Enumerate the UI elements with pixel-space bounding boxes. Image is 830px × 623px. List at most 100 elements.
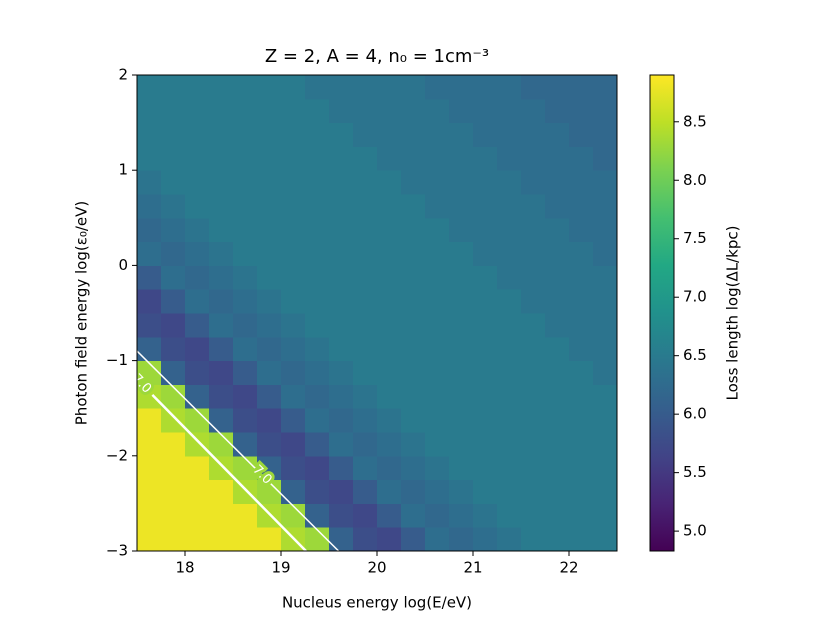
heatmap-cell xyxy=(161,217,186,243)
heatmap-cell xyxy=(353,265,378,290)
heatmap-cell xyxy=(545,384,570,409)
heatmap-cell xyxy=(497,432,522,457)
heatmap-cell xyxy=(233,360,258,385)
heatmap-cell xyxy=(353,408,378,433)
heatmap-cell xyxy=(185,455,210,481)
heatmap-cell xyxy=(305,527,330,551)
heatmap-cell xyxy=(521,122,546,147)
heatmap-cell xyxy=(185,527,210,551)
colorbar-tick-label: 7.0 xyxy=(683,288,707,306)
heatmap-cell xyxy=(449,265,474,290)
heatmap-cell xyxy=(137,455,162,481)
heatmap-cell xyxy=(353,122,378,147)
heatmap-cell xyxy=(497,122,522,147)
heatmap-cell xyxy=(377,289,402,314)
heatmap-cell xyxy=(353,241,378,266)
heatmap-cell xyxy=(329,241,354,266)
heatmap-cell xyxy=(209,313,234,338)
y-tick-label: −2 xyxy=(106,446,128,464)
heatmap-cell xyxy=(353,455,378,481)
heatmap-cell xyxy=(329,75,354,100)
heatmap-cell xyxy=(161,432,186,457)
heatmap-cell xyxy=(161,146,186,171)
heatmap-cell xyxy=(257,241,282,266)
heatmap-cell xyxy=(137,408,162,433)
heatmap-cell xyxy=(377,146,402,171)
heatmap-cell xyxy=(401,75,426,100)
heatmap-cell xyxy=(425,75,450,100)
heatmap-cell xyxy=(593,336,617,362)
heatmap-cell xyxy=(545,527,570,551)
colorbar-frame xyxy=(649,74,675,552)
colorbar xyxy=(650,75,674,551)
heatmap-cell xyxy=(449,384,474,409)
heatmap-cell xyxy=(329,194,354,219)
heatmap-cell xyxy=(401,98,426,124)
x-tick-label: 18 xyxy=(175,559,194,577)
heatmap-cell xyxy=(377,336,402,362)
heatmap-cell xyxy=(353,503,378,528)
heatmap-cell xyxy=(209,384,234,409)
heatmap-cell xyxy=(137,289,162,314)
heatmap-cell xyxy=(137,241,162,266)
heatmap-cell xyxy=(233,455,258,481)
y-tick-label: −1 xyxy=(106,351,128,369)
heatmap-cell xyxy=(161,360,186,385)
heatmap-cell xyxy=(209,194,234,219)
heatmap-cell xyxy=(473,408,498,433)
heatmap-cell xyxy=(593,360,617,385)
heatmap-cell xyxy=(425,194,450,219)
heatmap-cell xyxy=(353,432,378,457)
heatmap-cell xyxy=(257,75,282,100)
heatmap-cell xyxy=(545,98,570,124)
heatmap-cell xyxy=(377,98,402,124)
heatmap-cell xyxy=(281,170,306,195)
heatmap-cell xyxy=(161,408,186,433)
heatmap-cell xyxy=(305,503,330,528)
heatmap-cell xyxy=(257,384,282,409)
heatmap-cell xyxy=(497,75,522,100)
heatmap-cell xyxy=(521,384,546,409)
heatmap-cell xyxy=(521,503,546,528)
heatmap-cell xyxy=(281,194,306,219)
heatmap-cell xyxy=(425,455,450,481)
heatmap-cell xyxy=(497,455,522,481)
x-tick-label: 20 xyxy=(367,559,386,577)
contour-line xyxy=(137,350,340,551)
heatmap-cell xyxy=(593,170,617,195)
heatmap-cell xyxy=(497,503,522,528)
heatmap-cell xyxy=(281,241,306,266)
heatmap-cell xyxy=(329,455,354,481)
heatmap-cell xyxy=(353,527,378,551)
heatmap-cell xyxy=(449,432,474,457)
heatmap-cell xyxy=(473,241,498,266)
heatmap-cell xyxy=(521,408,546,433)
heatmap-cell xyxy=(209,122,234,147)
heatmap-cell xyxy=(473,75,498,100)
heatmap-cell xyxy=(281,336,306,362)
heatmap-cell xyxy=(257,455,282,481)
heatmap-cell xyxy=(209,336,234,362)
heatmap-cell xyxy=(305,217,330,243)
heatmap-cell xyxy=(593,241,617,266)
heatmap-cell xyxy=(137,194,162,219)
heatmap-cell xyxy=(497,170,522,195)
heatmap-cell xyxy=(593,122,617,147)
heatmap-cell xyxy=(569,313,594,338)
heatmap-cell xyxy=(281,98,306,124)
heatmap-cell xyxy=(257,98,282,124)
heatmap-cell xyxy=(401,289,426,314)
heatmap-cell xyxy=(569,360,594,385)
heatmap-cell xyxy=(161,265,186,290)
heatmap-cell xyxy=(329,384,354,409)
heatmap-cell xyxy=(185,313,210,338)
heatmap-cell xyxy=(209,503,234,528)
heatmap-cell xyxy=(209,479,234,504)
heatmap-cell xyxy=(353,336,378,362)
heatmap-cell xyxy=(185,432,210,457)
heatmap-cell xyxy=(449,289,474,314)
heatmap-cell xyxy=(425,360,450,385)
heatmap-cell xyxy=(209,98,234,124)
heatmap-cell xyxy=(161,527,186,551)
heatmap-cell xyxy=(185,479,210,504)
